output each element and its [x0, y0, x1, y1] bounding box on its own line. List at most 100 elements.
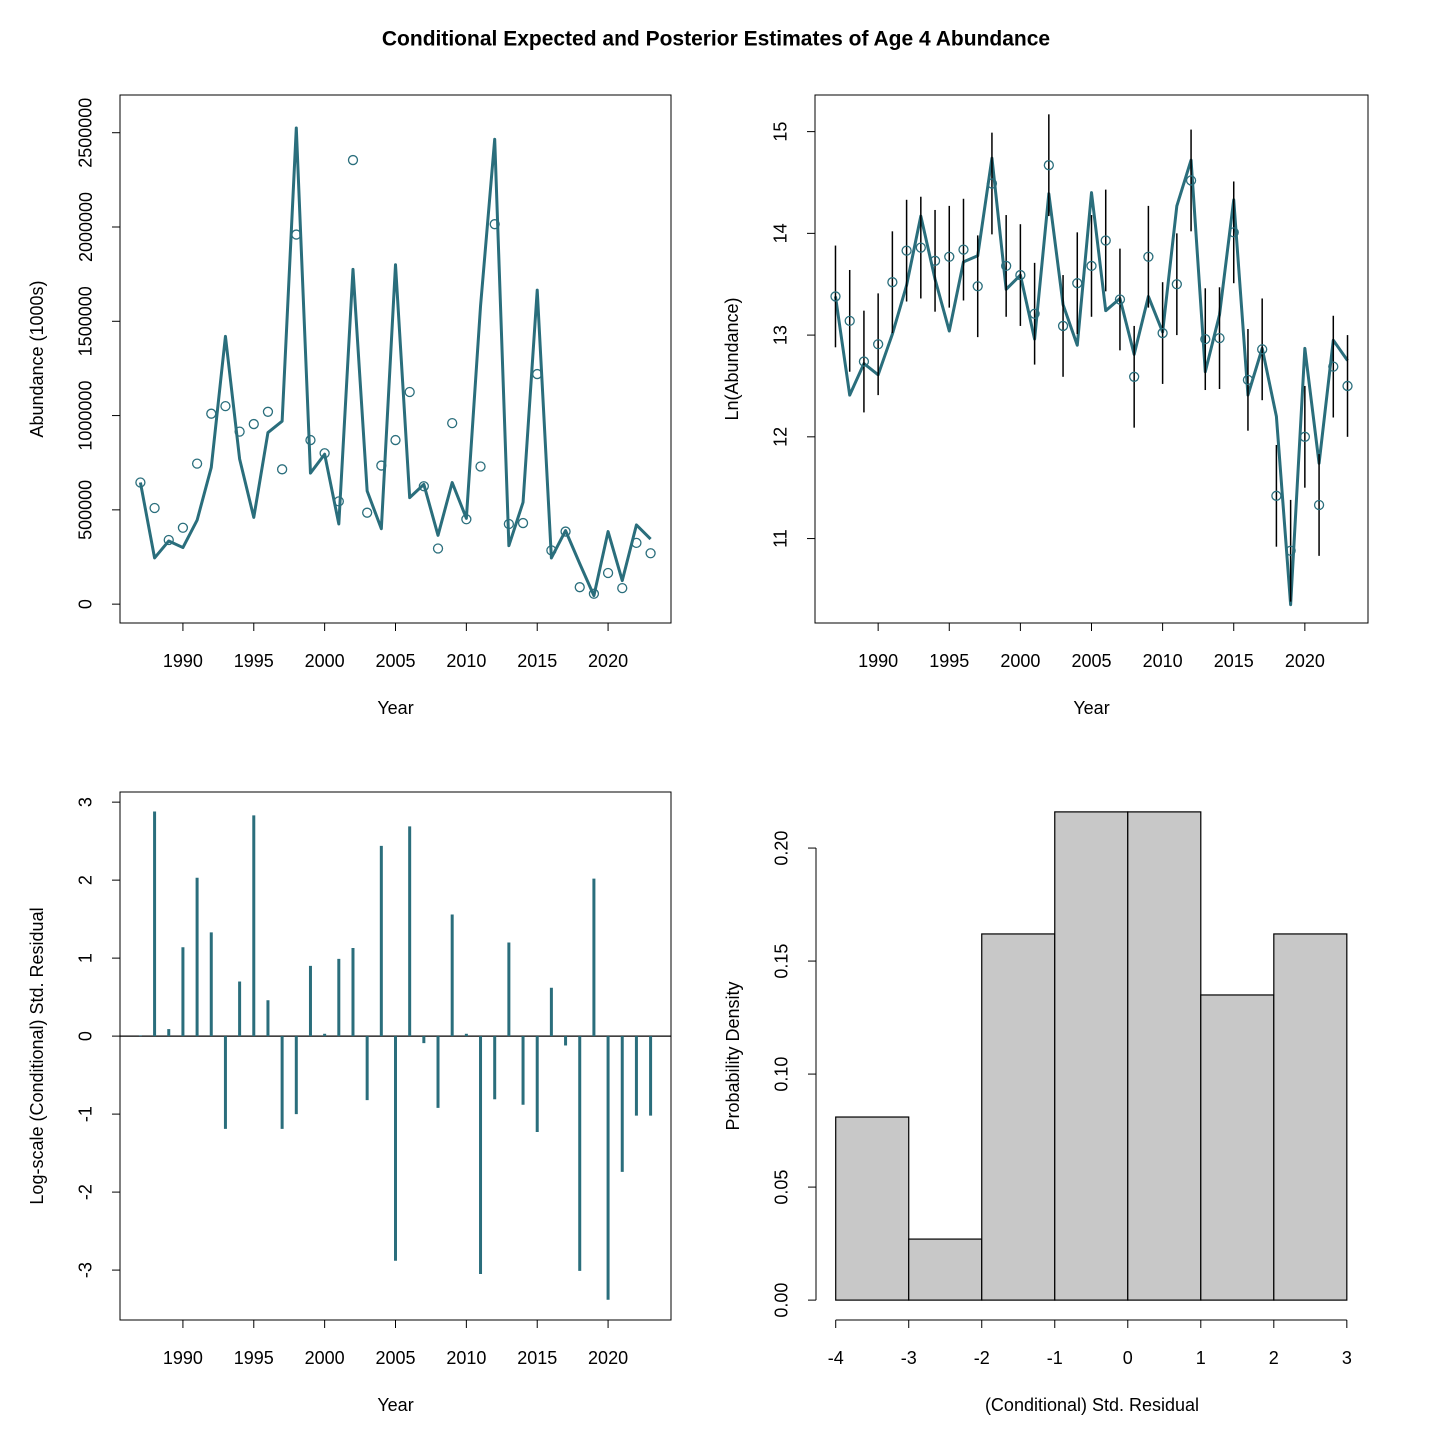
point	[1157, 327, 1168, 339]
point	[1200, 334, 1211, 345]
y-tick-label: 0.15	[772, 944, 792, 979]
x-tick-label: -3	[901, 1348, 917, 1368]
x-tick-label: 2000	[1000, 651, 1040, 671]
point	[376, 460, 387, 471]
panel: 1990 1995 2000 2005 2010 2015 2020 -3 -2 -1 0 1 2 3 Ye…	[27, 791, 672, 1415]
y-tick-label: -2	[76, 1184, 96, 1200]
y-tick-label: -3	[76, 1262, 96, 1278]
y-tick-label: 0.20	[772, 831, 792, 866]
histogram-bar	[1054, 811, 1129, 1301]
point	[915, 242, 926, 253]
y-axis-label: Log-scale (Conditional) Std. Residual	[27, 907, 47, 1204]
x-tick-label: -1	[1047, 1348, 1063, 1368]
y-axis-label: Abundance (1000s)	[27, 280, 47, 437]
point	[291, 229, 302, 240]
point	[1114, 294, 1126, 305]
point	[1313, 499, 1325, 511]
y-tick-label: 3	[76, 797, 96, 807]
point	[1129, 371, 1140, 382]
point	[574, 582, 585, 593]
point	[944, 251, 955, 262]
point	[305, 434, 316, 446]
y-tick-label: 1500000	[76, 286, 96, 356]
point	[1214, 332, 1225, 344]
y-tick-label: -1	[76, 1106, 96, 1122]
x-tick-label: 1	[1196, 1348, 1206, 1368]
histogram-bar	[1127, 811, 1202, 1301]
x-axis-label: (Conditional) Std. Residual	[985, 1395, 1199, 1415]
x-axis-label: Year	[1073, 698, 1109, 718]
y-tick-label: 0	[76, 1031, 96, 1041]
x-tick-label: 0	[1123, 1348, 1133, 1368]
y-tick-label: 2	[76, 875, 96, 885]
point	[830, 291, 841, 302]
point	[1086, 260, 1097, 272]
x-tick-label: 2005	[1071, 651, 1111, 671]
x-tick-label: 2015	[517, 1348, 557, 1368]
x-tick-label: 2010	[446, 1348, 486, 1368]
point	[475, 461, 486, 472]
figure-title: Conditional Expected and Posterior Estim…	[382, 28, 1050, 51]
point	[1100, 235, 1111, 246]
point	[262, 406, 274, 417]
point	[901, 245, 912, 256]
x-tick-label: 2020	[1285, 651, 1325, 671]
point	[546, 545, 557, 556]
y-tick-label: 0.00	[772, 1283, 792, 1318]
point	[135, 477, 146, 488]
point	[1001, 260, 1012, 272]
x-tick-label: 3	[1342, 1348, 1352, 1368]
point	[149, 502, 160, 514]
point	[1057, 320, 1069, 332]
point	[1072, 278, 1083, 289]
y-tick-label: 2000000	[76, 192, 96, 262]
y-tick-label: 12	[771, 427, 791, 447]
point	[206, 408, 217, 419]
histogram-bar	[908, 1238, 983, 1301]
y-tick-label: 0.05	[772, 1170, 792, 1205]
point	[418, 481, 429, 492]
histogram-bar	[1273, 933, 1348, 1301]
y-tick-label: 13	[771, 325, 791, 345]
x-axis-label: Year	[377, 698, 413, 718]
point	[588, 588, 600, 599]
plot-frame	[814, 94, 1369, 624]
point	[333, 496, 344, 507]
point	[873, 339, 884, 350]
point	[390, 434, 401, 446]
point	[986, 178, 998, 189]
line	[138, 126, 652, 598]
point	[191, 458, 203, 469]
point	[1342, 380, 1353, 392]
point	[1015, 269, 1026, 281]
x-tick-label: 1990	[163, 1348, 203, 1368]
histogram-bar	[981, 933, 1056, 1301]
point	[404, 386, 415, 398]
x-tick-label: 2010	[446, 651, 486, 671]
x-tick-label: 1995	[234, 651, 274, 671]
point	[958, 244, 969, 255]
point	[887, 277, 898, 288]
y-tick-label: 500000	[76, 480, 96, 540]
point	[489, 219, 500, 230]
x-tick-label: 2020	[588, 1348, 628, 1368]
x-tick-label: 2020	[588, 651, 628, 671]
point	[234, 426, 245, 437]
x-tick-label: 2015	[517, 651, 557, 671]
x-tick-label: 2010	[1143, 651, 1183, 671]
point	[276, 464, 288, 475]
point	[461, 514, 472, 525]
panel: -4 -3 -2 -1 0 1 2 3 0.00 0.05 0.10 0.15 0.20 (Conditi…	[723, 811, 1352, 1415]
point	[1043, 160, 1054, 171]
x-tick-label: -2	[974, 1348, 990, 1368]
y-tick-label: 2500000	[76, 98, 96, 168]
point	[432, 543, 444, 554]
x-tick-label: 1995	[929, 651, 969, 671]
x-tick-label: 1995	[234, 1348, 274, 1368]
plot-frame	[119, 94, 672, 624]
point	[617, 582, 628, 594]
x-tick-label: 1990	[858, 651, 898, 671]
point	[1228, 227, 1239, 238]
y-tick-label: 15	[771, 122, 791, 142]
